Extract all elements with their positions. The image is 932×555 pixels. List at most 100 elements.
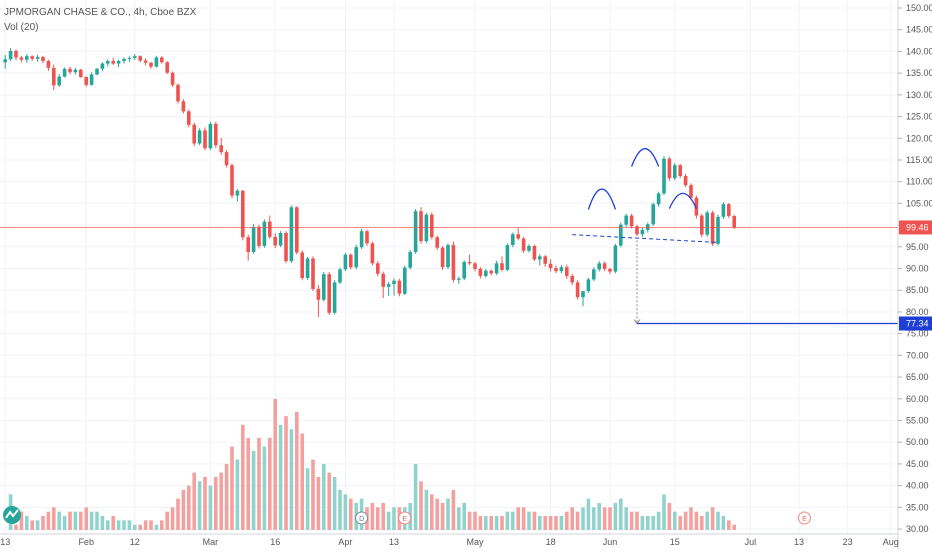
candle-body: [106, 60, 110, 64]
volume-bar: [430, 494, 434, 530]
candle-body: [100, 63, 105, 69]
candle-body: [268, 221, 272, 237]
volume-bar: [79, 511, 83, 530]
volume-bar: [273, 398, 277, 530]
candle-body: [381, 273, 385, 287]
candle-body: [716, 216, 720, 244]
candle-body: [300, 252, 304, 279]
neckline[interactable]: [572, 234, 719, 243]
candle-body: [41, 57, 45, 61]
candle-body: [727, 204, 731, 216]
volume-bar: [678, 516, 682, 530]
price-axis[interactable]: [898, 0, 932, 550]
volume-bar: [322, 463, 326, 530]
candle-body: [143, 60, 148, 63]
volume-bar: [208, 485, 213, 530]
volume-bar: [505, 511, 510, 530]
candle-body: [532, 245, 537, 260]
candle-body: [8, 50, 13, 60]
x-tick-label: 13: [794, 537, 804, 547]
chart-legend: JPMORGAN CHASE & CO., 4h, Cboe BZX Vol (…: [4, 5, 196, 35]
volume-bar: [608, 507, 612, 530]
candle-body: [181, 101, 186, 112]
candle-body: [559, 267, 564, 272]
candle-body: [602, 263, 607, 269]
y-tick-label: 135.00: [906, 68, 932, 78]
candle-body: [208, 123, 213, 149]
x-tick-label: 13: [389, 537, 399, 547]
candle-body: [241, 190, 245, 238]
candle-body: [419, 211, 423, 242]
candle-body: [133, 56, 137, 58]
volume-bar: [457, 507, 461, 530]
volume-bar: [289, 429, 294, 530]
shoulder-arc[interactable]: [668, 192, 697, 209]
candle-body: [138, 56, 142, 61]
volume-bar: [613, 502, 618, 530]
x-tick-label: 12: [130, 537, 140, 547]
candle-body: [689, 185, 693, 198]
volume-bar: [521, 507, 526, 530]
volume-bar: [219, 472, 223, 530]
volume-bar: [381, 502, 385, 530]
volume-bar: [565, 511, 569, 530]
target-price-badge-label: 77.34: [906, 318, 929, 328]
candle-body: [214, 123, 218, 146]
volume-bar: [592, 507, 596, 530]
candle-body: [397, 280, 402, 294]
volume-bar: [41, 516, 45, 530]
shoulder-arc[interactable]: [630, 148, 660, 167]
volume-bar: [619, 498, 623, 530]
volume-bar: [332, 476, 337, 530]
volume-bar: [111, 516, 115, 530]
volume-bar: [554, 516, 558, 530]
candle-body: [187, 111, 191, 125]
volume-bar: [57, 511, 61, 530]
volume-bar: [532, 511, 537, 530]
volume-bar: [203, 476, 207, 530]
event-marker[interactable]: [797, 511, 811, 525]
volume-bar: [500, 516, 504, 530]
candle-body: [451, 245, 456, 280]
candle-body: [613, 245, 618, 272]
symbol-title: JPMORGAN CHASE & CO., 4h, Cboe BZX: [4, 7, 197, 18]
volume-bar: [46, 511, 51, 530]
candle-body: [565, 267, 569, 276]
volume-bar: [230, 446, 234, 530]
candle-body: [235, 190, 240, 196]
y-tick-label: 40.00: [906, 481, 929, 491]
candle-body: [511, 234, 515, 246]
event-marker[interactable]: [355, 511, 369, 525]
logo-icon: [3, 506, 21, 524]
volume-bar: [284, 416, 288, 530]
y-tick-label: 125.00: [906, 112, 932, 122]
candle-body: [203, 130, 207, 149]
x-tick-label: Jun: [603, 537, 618, 547]
candle-body: [79, 69, 83, 78]
volume-bar: [581, 507, 585, 530]
candle-body: [111, 60, 115, 64]
y-tick-label: 115.00: [906, 155, 932, 165]
x-tick-label: 18: [546, 537, 556, 547]
candle-body: [678, 165, 682, 177]
x-tick-label: Feb: [78, 537, 94, 547]
candle-body: [478, 268, 483, 276]
volume-bar: [262, 446, 267, 530]
candle-body: [494, 263, 499, 274]
event-marker-letter: E: [402, 516, 407, 523]
candle-body: [635, 226, 639, 235]
x-tick-label: Aug: [883, 537, 899, 547]
candle-body: [95, 68, 99, 75]
volume-bar: [154, 524, 159, 530]
candle-body: [484, 270, 488, 276]
y-tick-label: 90.00: [906, 264, 929, 274]
shoulder-arc[interactable]: [587, 188, 617, 210]
event-marker[interactable]: [398, 511, 412, 525]
x-tick-label: Apr: [338, 537, 352, 547]
candle-body: [586, 279, 591, 292]
volume-bar: [651, 516, 655, 530]
candle-body: [262, 221, 267, 246]
y-tick-label: 75.00: [906, 329, 929, 339]
